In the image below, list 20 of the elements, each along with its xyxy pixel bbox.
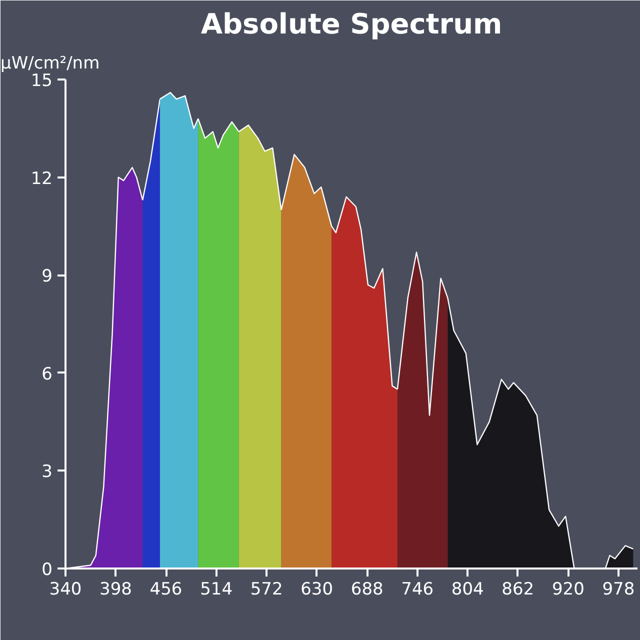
- y-tick-label: 3: [42, 462, 53, 482]
- chart-title: Absolute Spectrum: [200, 8, 502, 40]
- x-tick-label: 746: [401, 580, 434, 600]
- x-tick-label: 572: [250, 580, 283, 600]
- x-tick-label: 978: [602, 580, 635, 600]
- y-axis-title: μW/cm²/nm: [0, 54, 100, 74]
- x-tick-label: 398: [100, 580, 132, 600]
- x-tick-label: 514: [200, 580, 233, 600]
- y-tick-label: 12: [30, 168, 53, 189]
- x-tick-label: 630: [300, 580, 334, 600]
- x-tick-label: 456: [150, 580, 182, 600]
- x-tick-label: 688: [350, 580, 384, 600]
- x-tick-label: 920: [552, 580, 584, 600]
- x-tick-label: 804: [451, 580, 484, 600]
- y-tick-label: 6: [42, 364, 53, 384]
- x-tick-label: 862: [502, 580, 534, 600]
- y-tick-label: 9: [42, 266, 53, 287]
- y-tick-label: 0: [42, 560, 53, 580]
- x-tick-label: 340: [49, 580, 82, 600]
- y-tick-label: 15: [30, 71, 53, 91]
